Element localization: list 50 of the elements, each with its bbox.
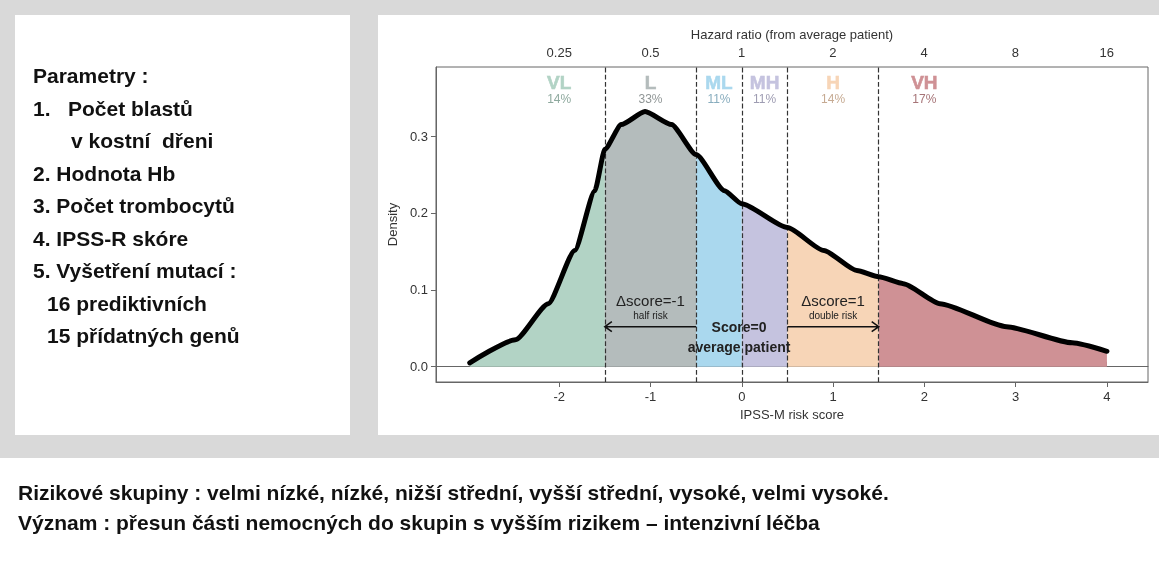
x2-tick-label: 1 [738,45,746,60]
y-axis-title: Density [385,202,400,247]
text: v kostní dřeni [70,128,215,154]
x-tick-label: 0 [738,389,746,404]
annotation: double risk [808,310,859,322]
x2-tick-label: 8 [1011,45,1020,60]
annotation: average patient [687,339,791,356]
annotation: 14% [547,92,572,106]
x2-tick-label: 16 [1099,45,1114,60]
annotation: Δscore=1 [801,292,865,310]
y-tick-label: 0.3 [409,128,428,144]
x-tick-label: 2 [920,389,928,404]
x-tick-label: -2 [553,389,565,404]
x-tick-label: -1 [644,389,657,404]
x-tick-label: 4 [1103,389,1111,404]
text: H [826,71,840,93]
x2-tick-label: 4 [920,45,928,60]
text: 3. Počet trombocytů [33,193,236,219]
x-tick-label: 3 [1012,389,1020,404]
annotation: half risk [633,310,669,322]
x2-axis-title: Hazard ratio (from average patient) [690,27,894,43]
text: MH [749,71,780,93]
text: 1. Počet blastů [33,95,194,122]
x2-tick-label: 2 [829,45,837,60]
y-tick-label: 0.0 [409,359,428,375]
x2-tick-label: 0.25 [546,45,572,60]
annotation: Score=0 [711,318,767,335]
text: VL [547,71,572,93]
text: Význam : přesun části nemocných do skupin s vyšším rizikem – intenzivní léčba [18,510,821,536]
text: Parametry : [33,63,150,89]
annotation: Δscore=-1 [616,292,685,310]
text: VH [911,71,938,93]
annotation: 14% [821,92,846,106]
x-axis-title: IPSS-M risk score [739,406,844,422]
text: Rizikové skupiny : velmi nízké, nízké, nižší střední, vyšší střední, vysoké, velmi vysoké. [18,480,890,506]
text: 16 prediktivních [46,290,208,317]
x-tick-label: 1 [829,389,837,404]
text: 5. Vyšetření mutací : [33,258,238,284]
text: 15 přídatných genů [46,323,241,349]
text: ML [705,71,734,93]
text: 2. Hodnota Hb [33,160,177,187]
y-tick-label: 0.1 [409,282,428,298]
series-label: L [644,71,657,93]
annotation: 17% [912,92,937,106]
text: 4. IPSS-R skóre [33,225,190,252]
annotation: 11% [707,92,731,106]
y-tick-label: 0.2 [409,205,428,221]
x2-tick-label: 0.5 [641,45,660,60]
annotation: 33% [638,92,663,106]
annotation: 11% [753,92,777,106]
